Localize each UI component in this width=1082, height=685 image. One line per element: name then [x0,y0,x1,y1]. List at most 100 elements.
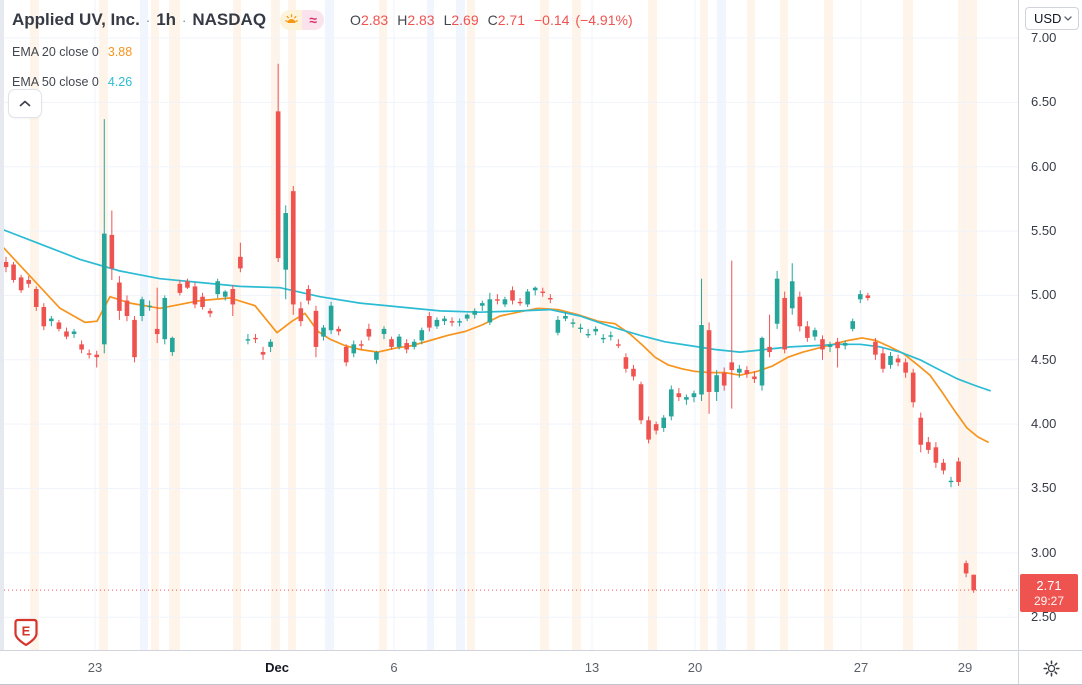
time-tick-label: 29 [957,660,973,675]
interval-label[interactable]: 1h [156,10,177,29]
ema20-value: 3.88 [107,45,133,59]
candle-body-down [517,301,523,304]
provider-logo[interactable]: E [13,618,39,649]
candle-body-down [185,281,190,288]
candle-body-up [472,310,478,315]
candle-body-up [600,337,606,340]
change-percent: (−4.91%) [575,12,633,28]
candle-body-up [442,318,447,322]
candle-body-down [64,331,69,337]
candle-body-down [154,328,160,335]
candle-body-down [298,308,304,322]
low-label: L [443,12,452,28]
candle-body-down [721,372,727,386]
price-scale[interactable]: 7.00 6.50 6.00 5.50 5.00 4.50 4.00 3.50 3.00 2.50… [1018,0,1082,650]
candle-body-down [540,291,546,293]
candle-body-down [918,417,924,445]
candle-body-up [170,337,175,353]
candle-body-down [653,424,659,431]
price-tick-label: 4.50 [1031,351,1057,367]
candle-body-down [404,343,409,350]
candle-body-down [124,300,130,317]
candle-body-up [411,341,417,347]
candle-body-down [132,319,137,358]
candle-body-up [661,417,667,428]
candle-body-down [631,368,636,377]
candle-body-up [268,341,273,347]
candle-body-up [668,389,674,417]
session-stripe [151,0,159,650]
session-stripe [271,0,280,650]
price-tick-label: 3.00 [1031,544,1057,560]
exchange-label[interactable]: NASDAQ [192,10,267,29]
candle-body-up [563,316,568,319]
candle-body-up [948,480,954,483]
session-stripe [456,0,465,650]
chart-settings-cell[interactable] [1018,650,1082,685]
session-stripe [233,0,241,650]
close-label: C [487,12,498,28]
session-stripe [903,0,913,650]
market-status-badges[interactable]: ≈ [280,10,325,30]
candle-body-down [646,420,651,440]
candle-body-down [207,310,213,314]
candle-body-down [33,288,39,307]
candle-body-down [797,296,803,327]
change-value: −0.14 [533,12,570,28]
candle-body-down [820,339,825,350]
chevron-down-icon [1064,16,1073,21]
extended-hours-approx-icon[interactable]: ≈ [302,10,325,30]
candle-body-down [79,344,84,350]
logo-letter: E [22,624,31,639]
candle-body-up [434,319,440,327]
ema20-line [0,243,989,443]
session-stripe [747,0,755,650]
candle-body-up [139,299,145,317]
session-stripe [572,0,581,650]
candle-body-down [805,326,810,338]
high-value: 2.83 [407,12,435,28]
candle-body-down [313,310,319,347]
candle-body-up [737,368,742,373]
candle-body-up [374,352,379,360]
candle-body-up [487,299,493,323]
collapse-legend-button[interactable] [8,89,42,118]
candle-body-down [971,574,976,591]
session-stripe [824,0,833,650]
candle-body-up [699,325,704,395]
symbol-name[interactable]: Applied UV, Inc. [12,10,140,29]
candlestick-chart-canvas[interactable] [0,0,1018,650]
candle-body-down [290,191,296,305]
ema50-value: 4.26 [107,75,133,89]
candle-body-up [351,344,357,354]
morning-session-sun-icon[interactable] [280,10,303,30]
candle-body-down [782,297,787,350]
chart-legend: Applied UV, Inc. · 1h · NASDAQ [12,8,639,92]
candle-body-down [230,288,236,305]
candle-body-down [449,321,455,323]
time-scale[interactable]: 23 Dec 6 13 20 27 29 [0,650,1018,685]
ohlc-readout: O2.83 H2.83 L2.69 C2.71 −0.14 (−4.91%) [350,12,639,28]
candle-body-down [427,316,432,328]
candle-body-down [41,307,47,327]
price-tick-label: 6.50 [1031,94,1057,110]
open-label: O [350,12,361,28]
candle-body-up [857,294,863,300]
candle-body-up [222,291,228,297]
candle-body-up [789,281,795,309]
candle-body-down [275,111,281,259]
candle-body-down [956,461,961,483]
time-tick-label: 23 [87,660,103,675]
candle-body-down [109,234,115,269]
candle-body-down [638,384,644,421]
session-stripe [540,0,549,650]
candle-body-up [691,393,697,398]
candle-body-down [744,370,750,374]
indicator-legend-ema20[interactable]: EMA 20 close 0 3.88 [12,42,639,62]
candle-body-down [238,256,243,269]
currency-selector-button[interactable]: USD [1025,7,1080,30]
last-price-value: 2.71 [1036,578,1062,593]
candle-body-up [759,337,765,386]
indicator-legend-ema50[interactable]: EMA 50 close 0 4.26 [12,72,639,92]
candle-body-up [215,281,220,295]
